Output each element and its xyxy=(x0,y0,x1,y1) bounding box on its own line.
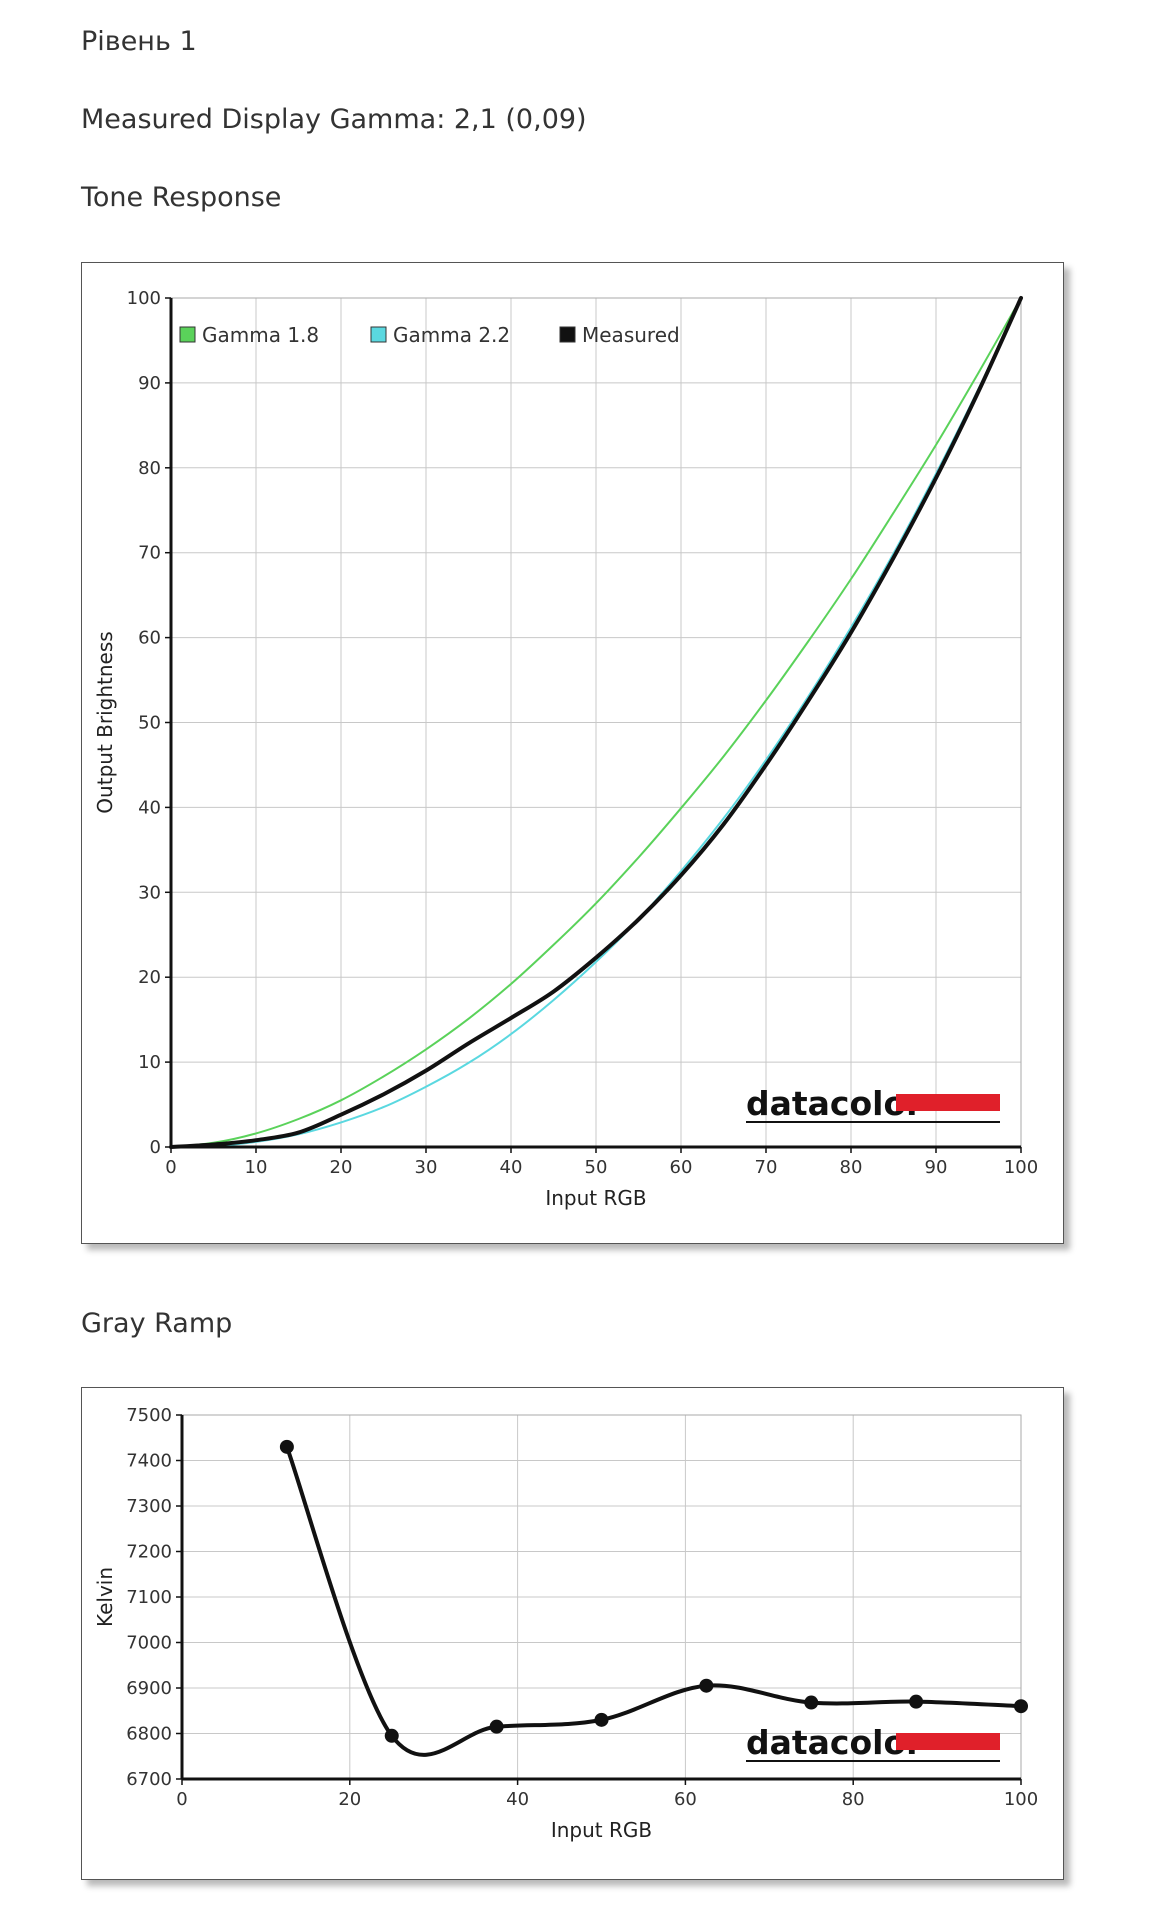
tone-x-axis-title: Input RGB xyxy=(545,1186,646,1210)
gamma-summary: Measured Display Gamma: 2,1 (0,09) xyxy=(81,104,587,135)
y-tick-label: 60 xyxy=(138,628,161,649)
x-tick-label: 80 xyxy=(842,1789,865,1810)
y-tick-label: 7100 xyxy=(126,1587,172,1608)
datacolor-logo: datacolor xyxy=(746,1084,1000,1123)
tone-series-group xyxy=(169,296,1023,1149)
gray-ramp-heading: Gray Ramp xyxy=(81,1308,233,1339)
gray-y-axis-title: Kelvin xyxy=(93,1567,117,1627)
x-tick-label: 60 xyxy=(670,1157,693,1178)
y-tick-label: 50 xyxy=(138,713,161,734)
y-tick-label: 0 xyxy=(150,1137,161,1158)
legend-swatch xyxy=(179,326,196,343)
data-point xyxy=(489,1719,504,1734)
x-tick-label: 0 xyxy=(176,1789,187,1810)
y-tick-label: 6800 xyxy=(126,1724,172,1745)
y-tick-label: 70 xyxy=(138,543,161,564)
y-tick-label: 80 xyxy=(138,458,161,479)
tone-y-axis-title: Output Brightness xyxy=(93,631,117,813)
x-tick-label: 20 xyxy=(330,1157,353,1178)
x-tick-label: 10 xyxy=(245,1157,268,1178)
legend-swatch xyxy=(559,326,576,343)
data-point xyxy=(804,1695,819,1710)
x-tick-label: 30 xyxy=(415,1157,438,1178)
datacolor-logo-bar xyxy=(896,1094,1000,1111)
tone-legend: Gamma 1.8 Gamma 2.2 Measured xyxy=(179,323,680,347)
gray-x-axis-title: Input RGB xyxy=(551,1818,652,1842)
y-tick-label: 7400 xyxy=(126,1451,172,1472)
y-tick-label: 10 xyxy=(138,1052,161,1073)
datacolor-logo: datacolor xyxy=(746,1723,1000,1762)
y-tick-label: 20 xyxy=(138,967,161,988)
legend-label: Gamma 2.2 xyxy=(393,323,510,347)
x-tick-label: 100 xyxy=(1004,1157,1038,1178)
y-tick-label: 7200 xyxy=(126,1542,172,1563)
y-tick-label: 90 xyxy=(138,373,161,394)
data-point xyxy=(699,1678,714,1693)
tone-axes: 0 10 20 30 40 50 60 70 80 90 100 0 10 20 30 40 50 60 70 80 9… xyxy=(127,288,1039,1178)
tone-response-chart: 0 10 20 30 40 50 60 70 80 90 100 0 10 20 30 40 50 60 70 80 9… xyxy=(93,288,1039,1210)
data-point xyxy=(1014,1699,1028,1714)
y-tick-label: 100 xyxy=(127,288,161,309)
gray-axes: 0 20 40 60 80 100 6700 6800 6900 7000 7100 7200 7300… xyxy=(126,1405,1038,1810)
x-tick-label: 60 xyxy=(674,1789,697,1810)
data-point xyxy=(909,1694,924,1709)
y-tick-label: 6700 xyxy=(126,1769,172,1790)
gray-ramp-chart-panel: 0 20 40 60 80 100 6700 6800 6900 7000 7100 7200 7300… xyxy=(81,1387,1064,1880)
datacolor-logo-text: datacolor xyxy=(746,1084,923,1123)
x-tick-label: 50 xyxy=(585,1157,608,1178)
data-point xyxy=(384,1728,399,1743)
x-tick-label: 100 xyxy=(1004,1789,1038,1810)
y-tick-label: 6900 xyxy=(126,1678,172,1699)
series-line-gamma-1-8 xyxy=(170,297,1022,1148)
x-tick-label: 40 xyxy=(506,1789,529,1810)
x-tick-label: 20 xyxy=(338,1789,361,1810)
y-tick-label: 30 xyxy=(138,882,161,903)
x-tick-label: 80 xyxy=(840,1157,863,1178)
x-tick-label: 70 xyxy=(755,1157,778,1178)
x-tick-label: 0 xyxy=(165,1157,176,1178)
legend-label: Gamma 1.8 xyxy=(202,323,319,347)
y-tick-label: 7300 xyxy=(126,1496,172,1517)
x-tick-label: 90 xyxy=(925,1157,948,1178)
series-line-kelvin xyxy=(284,1444,1023,1757)
data-point xyxy=(279,1439,294,1454)
series-line-measured xyxy=(169,296,1023,1149)
datacolor-logo-text: datacolor xyxy=(746,1723,923,1762)
y-tick-label: 7500 xyxy=(126,1405,172,1426)
tone-grid xyxy=(170,297,1022,1148)
gray-grid xyxy=(181,1414,1022,1780)
y-tick-label: 40 xyxy=(138,797,161,818)
legend-label: Measured xyxy=(582,323,680,347)
tone-response-chart-panel: 0 10 20 30 40 50 60 70 80 90 100 0 10 20 30 40 50 60 70 80 9… xyxy=(81,262,1064,1244)
legend-swatch xyxy=(370,326,387,343)
x-tick-label: 40 xyxy=(500,1157,523,1178)
datacolor-logo-bar xyxy=(896,1733,1000,1750)
tone-response-heading: Tone Response xyxy=(81,182,282,213)
gray-ramp-chart: 0 20 40 60 80 100 6700 6800 6900 7000 7100 7200 7300… xyxy=(93,1405,1038,1842)
gray-series-group xyxy=(279,1439,1028,1757)
level-title: Рівень 1 xyxy=(81,26,197,57)
data-point xyxy=(594,1712,609,1727)
y-tick-label: 7000 xyxy=(126,1633,172,1654)
